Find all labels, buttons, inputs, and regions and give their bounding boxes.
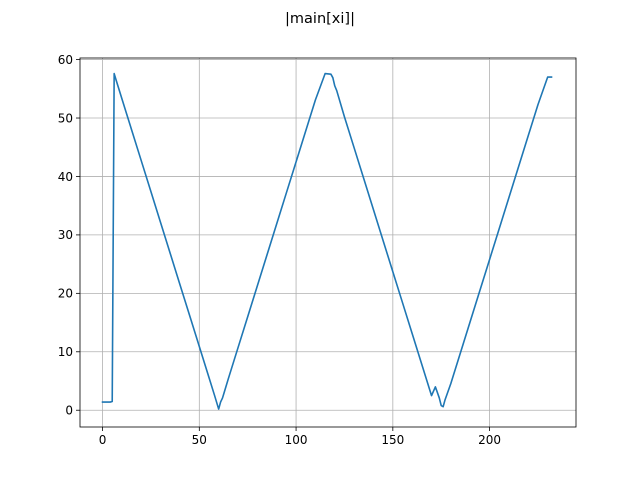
- x-tick-label: 150: [381, 433, 404, 447]
- x-tick-label: 100: [285, 433, 308, 447]
- series-layer: [101, 72, 553, 410]
- y-tick-label: 60: [58, 53, 73, 67]
- x-tick-label: 0: [99, 433, 107, 447]
- y-tick-label: 10: [58, 345, 73, 359]
- y-tick-label: 0: [65, 404, 73, 418]
- axes-layer: [79, 57, 577, 428]
- x-tick-label: 50: [192, 433, 207, 447]
- chart-title: |main[xi]|: [285, 11, 355, 27]
- y-tick-label: 40: [58, 170, 73, 184]
- y-tick-label: 30: [58, 228, 73, 242]
- x-tick-label: 200: [478, 433, 501, 447]
- series-line: [101, 72, 553, 410]
- y-tick-label: 50: [58, 111, 73, 125]
- axes-frame: [79, 57, 577, 428]
- tick-layer: 0 50 100 150 200 0 10 20 30 40 50 60: [58, 53, 501, 447]
- grid-layer: [80, 58, 576, 427]
- y-tick-label: 20: [58, 287, 73, 301]
